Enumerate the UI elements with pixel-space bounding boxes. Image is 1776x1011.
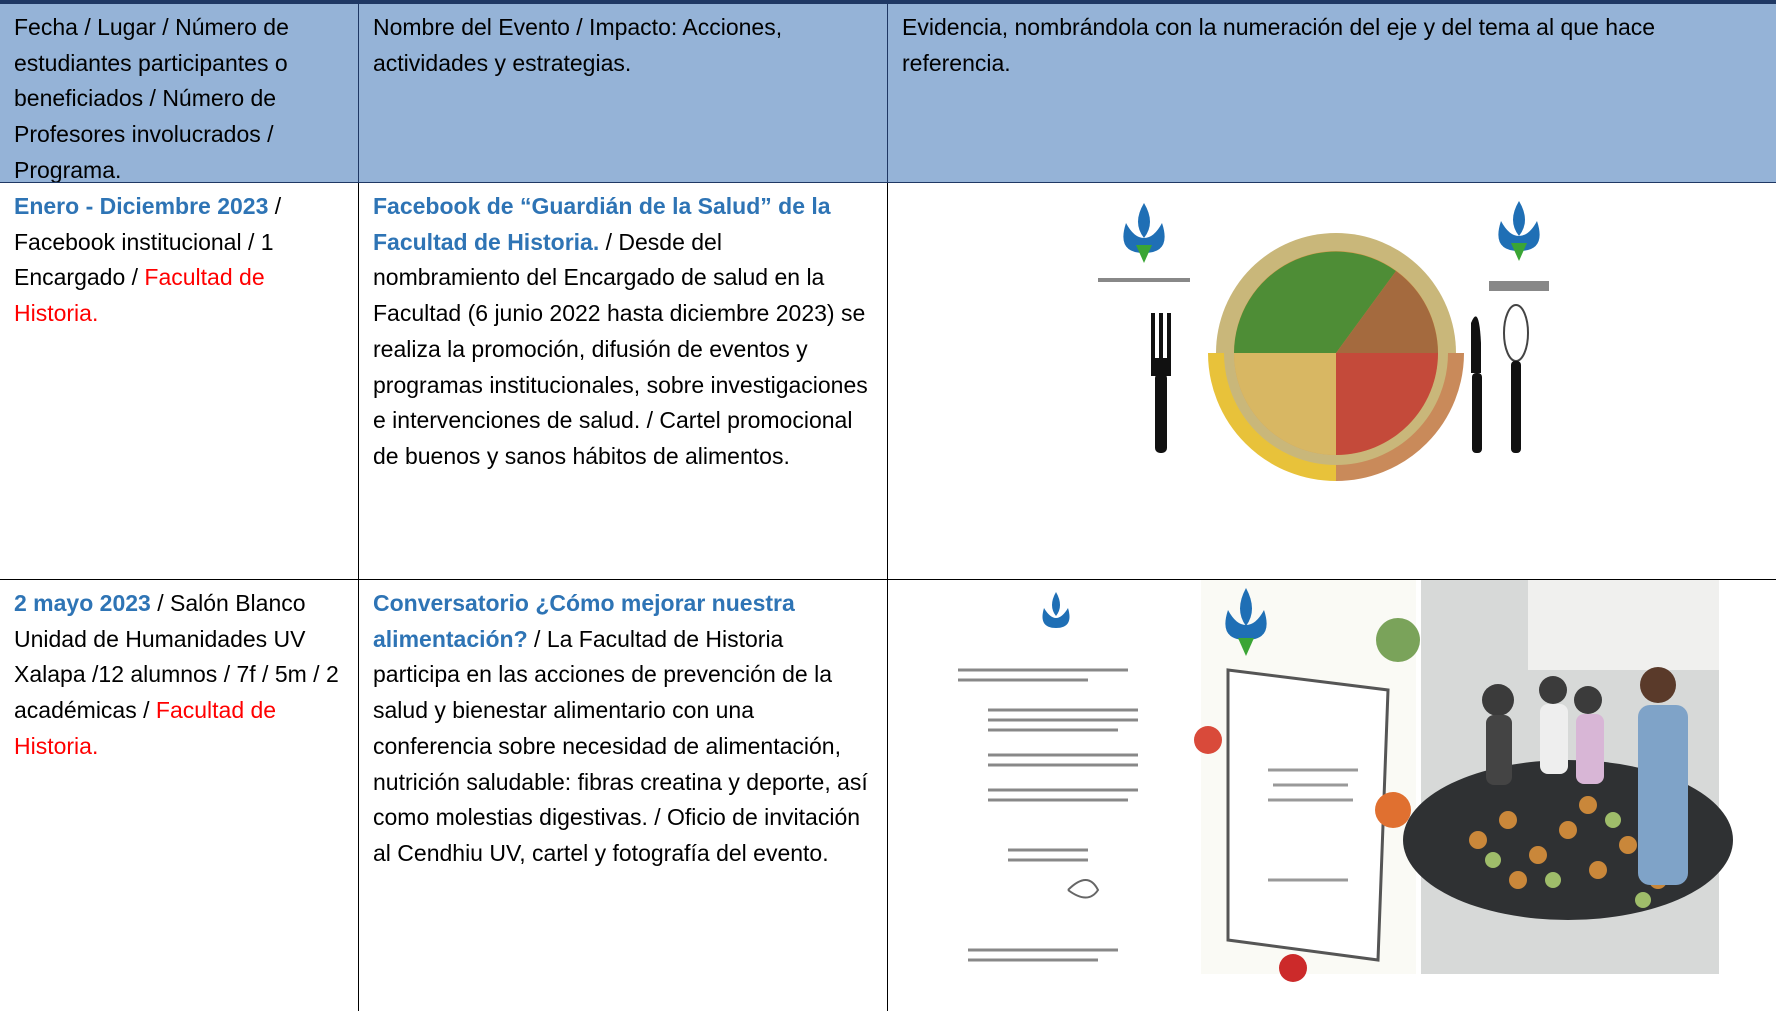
- evidence-image: [1096, 183, 1574, 485]
- header-cell: Fecha / Lugar / Número de estudiantes pa…: [0, 4, 359, 183]
- event-cell: Conversatorio ¿Cómo mejorar nuestra alim…: [359, 580, 888, 1011]
- evidence-images: [940, 580, 1733, 982]
- top-border: [0, 0, 1776, 4]
- date-cell: 2 mayo 2023 / Salón Blanco Unidad de Hum…: [0, 580, 359, 1011]
- evidence-cell: [888, 183, 1776, 580]
- header-cell: Nombre del Evento / Impacto: Acciones, a…: [359, 4, 888, 183]
- text-run: Facultad de Historia.: [14, 697, 277, 759]
- text-run: 2 mayo 2023: [14, 590, 151, 616]
- text-run: / Salón Blanco Unidad de Humanidades UV …: [14, 590, 339, 724]
- text-run: Conversatorio ¿Cómo mejorar nuestra alim…: [373, 590, 795, 652]
- text-run: / Facebook institucional / 1 Encargado /: [14, 193, 282, 291]
- text-run: Enero - Diciembre 2023: [14, 193, 269, 219]
- text-run: / La Facultad de Historia participa en l…: [373, 625, 868, 866]
- event-cell: Facebook de “Guardián de la Salud” de la…: [359, 183, 888, 580]
- text-run: Facultad de Historia.: [14, 264, 265, 327]
- header-cell: Evidencia, nombrándola con la numeración…: [888, 4, 1776, 183]
- date-cell: Enero - Diciembre 2023 / Facebook instit…: [0, 183, 359, 580]
- text-run: / Desde del nombramiento del Encargado d…: [373, 228, 868, 469]
- text-run: Facebook de “Guardián de la Salud” de la…: [373, 193, 831, 255]
